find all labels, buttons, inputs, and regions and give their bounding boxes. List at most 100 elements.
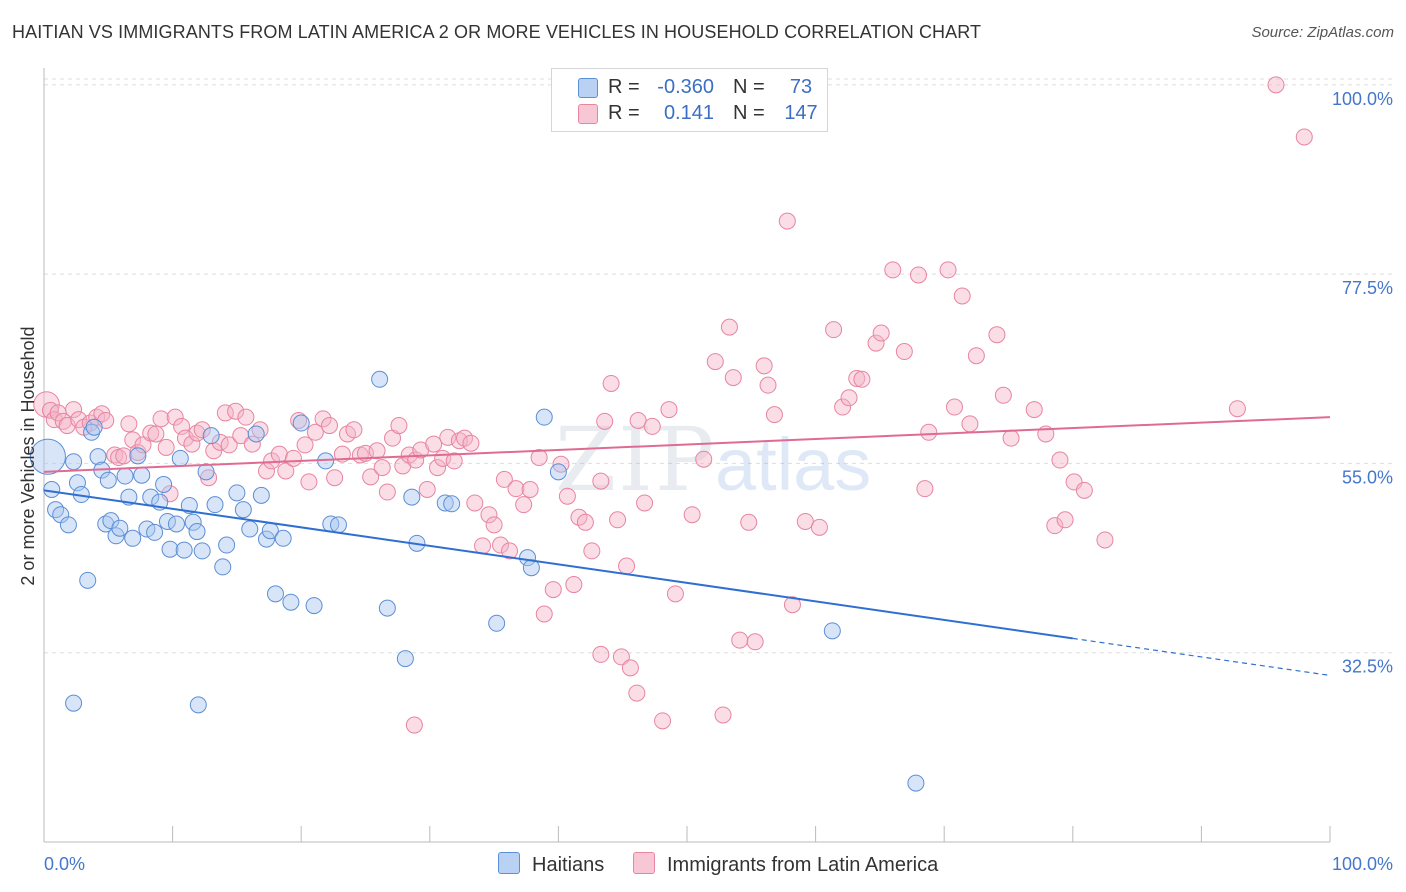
latin-america-point xyxy=(576,513,594,531)
latin-america-point xyxy=(1025,401,1043,419)
latin-america-point xyxy=(373,459,391,477)
latin-america-point xyxy=(115,447,133,465)
haitian-point xyxy=(180,496,198,514)
haitian-point xyxy=(161,540,179,558)
legend-label-latin-america: Immigrants from Latin America xyxy=(667,854,939,876)
latin-america-point xyxy=(326,469,344,487)
latin-america-point xyxy=(124,431,142,449)
latin-america-point xyxy=(895,343,913,361)
haitian-point xyxy=(155,475,173,493)
y-tick-label: 77.5% xyxy=(1342,278,1393,298)
latin-america-point xyxy=(994,386,1012,404)
latin-america-point xyxy=(1075,481,1093,499)
haitian-point xyxy=(292,414,310,432)
latin-america-point xyxy=(602,374,620,392)
legend-swatch-blue xyxy=(578,78,598,98)
haitian-point xyxy=(257,530,275,548)
latin-america-point xyxy=(810,518,828,536)
latin-america-point xyxy=(193,421,211,439)
latin-america-point xyxy=(220,436,238,454)
latin-america-point xyxy=(530,449,548,467)
latin-america-point xyxy=(157,438,175,456)
haitian-point xyxy=(436,494,454,512)
latin-america-point xyxy=(988,326,1006,344)
latin-america-point xyxy=(362,468,380,486)
haitian-point xyxy=(371,370,389,388)
haitian-point xyxy=(89,448,107,466)
latin-america-point xyxy=(466,494,484,512)
latin-america-point xyxy=(300,473,318,491)
latin-america-point xyxy=(755,357,773,375)
y-tick-label: 32.5% xyxy=(1342,657,1393,677)
latin-america-point xyxy=(643,417,661,435)
latin-america-point xyxy=(628,684,646,702)
latin-america-point xyxy=(320,417,338,435)
latin-america-point xyxy=(872,324,890,342)
haitian-point xyxy=(228,484,246,502)
haitian-point xyxy=(907,774,925,792)
latin-america-point xyxy=(134,436,152,454)
latin-america-point xyxy=(629,412,647,430)
latin-america-point xyxy=(920,423,938,441)
latin-america-point xyxy=(953,287,971,305)
haitian-point xyxy=(206,496,224,514)
haitian-point xyxy=(79,571,97,589)
haitian-point xyxy=(97,515,115,533)
haitian-point xyxy=(488,614,506,632)
latin-america-point xyxy=(284,449,302,467)
y-axis-label: 2 or more Vehicles in Household xyxy=(18,326,38,585)
haitian-point xyxy=(252,486,270,504)
legend-item-latin-america[interactable]: Immigrants from Latin America xyxy=(633,852,938,877)
latin-america-point xyxy=(759,376,777,394)
latin-america-point xyxy=(405,716,423,734)
latin-america-point xyxy=(152,410,170,428)
latin-america-point xyxy=(1051,451,1069,469)
haitian-point xyxy=(378,599,396,617)
source-label: Source: ZipAtlas.com xyxy=(1251,24,1394,41)
latin-america-point xyxy=(618,557,636,575)
latin-america-point xyxy=(1056,511,1074,529)
latin-america-point xyxy=(724,369,742,387)
latin-america-point xyxy=(277,462,295,480)
latin-america-point xyxy=(462,434,480,452)
latin-america-point xyxy=(183,435,201,453)
haitian-point xyxy=(188,523,206,541)
haitians-trend-extension xyxy=(1072,637,1331,677)
legend-n-label: N = xyxy=(733,102,765,124)
latin-america-point xyxy=(237,408,255,426)
latin-america-point xyxy=(636,494,654,512)
haitian-point xyxy=(443,495,461,513)
x-tick-label-min: 0.0% xyxy=(44,854,85,874)
series-latin-america-points xyxy=(33,76,1313,734)
latin-america-trend-line xyxy=(43,416,1331,473)
legend-n-value: 147 xyxy=(784,102,818,124)
haitian-point xyxy=(247,425,265,443)
legend-label-haitians: Haitians xyxy=(532,854,605,876)
latin-america-point xyxy=(429,459,447,477)
latin-america-point xyxy=(740,513,758,531)
legend-n-label: N = xyxy=(733,76,765,98)
haitian-point xyxy=(99,471,117,489)
haitian-point xyxy=(197,463,215,481)
latin-america-point xyxy=(765,406,783,424)
latin-america-point xyxy=(227,402,245,420)
legend-r-value: -0.360 xyxy=(657,76,714,98)
haitian-point xyxy=(549,463,567,481)
legend-item-haitians[interactable]: Haitians xyxy=(498,852,604,877)
legend-swatch-blue xyxy=(498,852,520,874)
latin-america-point xyxy=(916,480,934,498)
latin-america-point xyxy=(654,712,672,730)
haitian-point xyxy=(519,549,537,567)
latin-america-point xyxy=(1228,400,1246,418)
latin-america-point xyxy=(867,334,885,352)
latin-america-point xyxy=(967,347,985,365)
haitian-point xyxy=(305,597,323,615)
latin-america-point xyxy=(1096,531,1114,549)
latin-america-point xyxy=(909,266,927,284)
haitian-point xyxy=(146,523,164,541)
latin-america-point xyxy=(706,353,724,371)
latin-america-point xyxy=(120,415,138,433)
latin-america-point xyxy=(515,496,533,514)
latin-america-point xyxy=(848,369,866,387)
